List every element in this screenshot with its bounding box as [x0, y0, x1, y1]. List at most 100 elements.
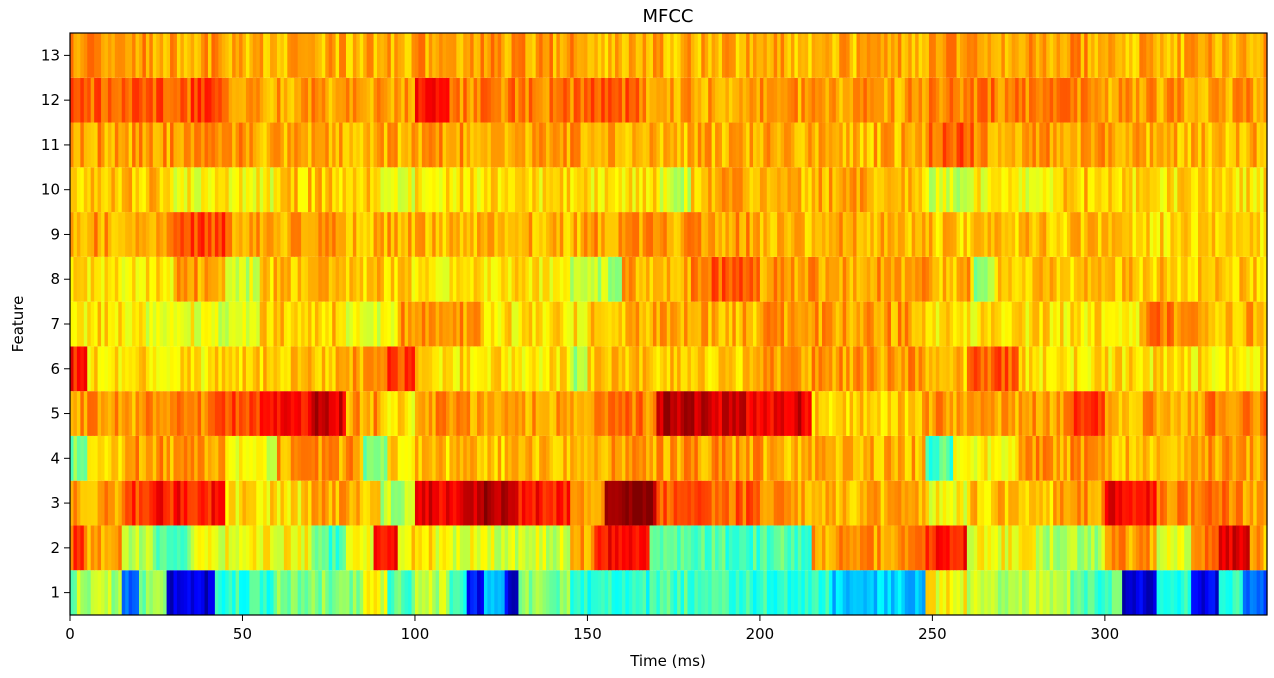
heatmap-cell [525, 122, 530, 168]
heatmap-cell [1173, 435, 1178, 481]
heatmap-cell [839, 122, 844, 168]
heatmap-cell [756, 525, 761, 571]
heatmap-cell [408, 346, 413, 392]
heatmap-cell [766, 33, 771, 78]
heatmap-cell [897, 301, 902, 347]
heatmap-cell [135, 570, 140, 615]
heatmap-cell [487, 167, 492, 213]
heatmap-cell [525, 346, 530, 392]
heatmap-cell [190, 212, 195, 257]
heatmap-cell [1146, 525, 1151, 571]
heatmap-cell [1184, 77, 1189, 123]
heatmap-cell [287, 570, 292, 615]
heatmap-cell [822, 77, 827, 123]
heatmap-cell [404, 122, 409, 168]
heatmap-row-feature-8 [70, 256, 1268, 302]
heatmap-cell [708, 480, 713, 526]
heatmap-cell [280, 33, 285, 78]
heatmap-cell [1242, 391, 1247, 436]
heatmap-cell [642, 480, 647, 526]
heatmap-cell [73, 256, 78, 302]
heatmap-cell [273, 122, 278, 168]
heatmap-cell [808, 346, 813, 392]
heatmap-cell [245, 480, 250, 526]
heatmap-cell [404, 167, 409, 213]
heatmap-cell [1246, 391, 1251, 436]
heatmap-cell [197, 301, 202, 347]
heatmap-cell [135, 212, 140, 257]
heatmap-cell [1239, 256, 1244, 302]
heatmap-cell [1125, 33, 1130, 78]
heatmap-cell [190, 301, 195, 347]
heatmap-cell [1111, 122, 1116, 168]
heatmap-cell [887, 570, 892, 615]
heatmap-cell [784, 480, 789, 526]
heatmap-cell [842, 301, 847, 347]
heatmap-cell [1001, 480, 1006, 526]
heatmap-cell [894, 480, 899, 526]
heatmap-cell [856, 570, 861, 615]
heatmap-cell [1053, 301, 1058, 347]
heatmap-cell [994, 346, 999, 392]
heatmap-cell [90, 122, 95, 168]
heatmap-cell [987, 212, 992, 257]
heatmap-cell [325, 525, 330, 571]
heatmap-cell [1087, 480, 1092, 526]
heatmap-cell [915, 122, 920, 168]
heatmap-cell [283, 435, 288, 481]
heatmap-cell [156, 301, 161, 347]
heatmap-cell [345, 212, 351, 257]
heatmap-cell [1253, 77, 1258, 123]
heatmap-cell [1125, 301, 1130, 347]
heatmap-cell [318, 435, 323, 481]
heatmap-cell [649, 480, 654, 526]
heatmap-cell [697, 77, 702, 123]
heatmap-cell [149, 480, 154, 526]
heatmap-cell [559, 391, 564, 436]
heatmap-cell [1104, 525, 1109, 571]
heatmap-cell [842, 256, 847, 302]
heatmap-cell [94, 77, 99, 123]
heatmap-cell [294, 256, 299, 302]
heatmap-cell [259, 480, 264, 526]
heatmap-cell [973, 256, 978, 302]
heatmap-cell [1042, 525, 1047, 571]
heatmap-cell [597, 212, 602, 257]
heatmap-cell [542, 435, 547, 481]
heatmap-cell [784, 346, 789, 392]
heatmap-cell [1049, 525, 1054, 571]
heatmap-cell [366, 570, 371, 615]
heatmap-cell [173, 480, 178, 526]
heatmap-cell [690, 33, 695, 78]
heatmap-cell [1066, 346, 1071, 392]
heatmap-cell [290, 346, 295, 392]
heatmap-cell [232, 480, 237, 526]
heatmap-cell [1011, 122, 1016, 168]
heatmap-cell [628, 122, 633, 168]
heatmap-cell [80, 212, 85, 257]
heatmap-cell [573, 77, 578, 123]
heatmap-cell [735, 122, 740, 168]
heatmap-cell [259, 570, 264, 615]
heatmap-cell [1135, 77, 1140, 123]
heatmap-cell [573, 33, 578, 78]
heatmap-cell [345, 77, 351, 123]
heatmap-cell [725, 256, 730, 302]
heatmap-cell [880, 167, 885, 213]
heatmap-cell [414, 435, 420, 481]
heatmap-cell [863, 391, 868, 436]
heatmap-cell [877, 77, 882, 123]
heatmap-cell [546, 256, 551, 302]
heatmap-cell [1253, 301, 1258, 347]
heatmap-cell [528, 256, 533, 302]
heatmap-cell [601, 212, 606, 257]
heatmap-cell [1046, 435, 1051, 481]
heatmap-cell [463, 167, 468, 213]
heatmap-cell [314, 77, 319, 123]
heatmap-cell [1139, 256, 1144, 302]
heatmap-cell [349, 33, 354, 78]
heatmap-cell [1170, 346, 1175, 392]
heatmap-cell [673, 212, 678, 257]
heatmap-cell [908, 33, 913, 78]
heatmap-cell [642, 301, 647, 347]
